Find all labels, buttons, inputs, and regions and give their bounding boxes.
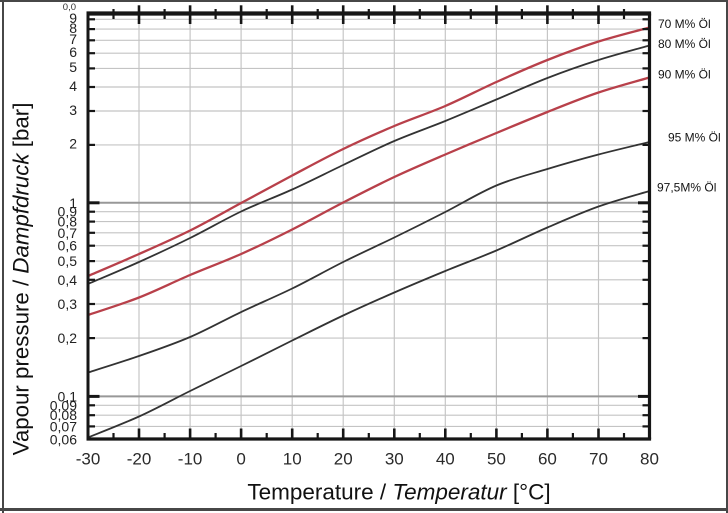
svg-text:0,06: 0,06	[50, 431, 77, 447]
svg-text:0,07: 0,07	[50, 418, 77, 434]
svg-text:10: 10	[283, 450, 302, 469]
svg-text:97,5M% Öl: 97,5M% Öl	[657, 181, 716, 195]
svg-text:4: 4	[69, 78, 77, 94]
svg-text:40: 40	[436, 450, 455, 469]
svg-text:0,09: 0,09	[50, 397, 77, 413]
svg-text:-20: -20	[127, 450, 152, 469]
svg-text:0,3: 0,3	[58, 296, 78, 312]
svg-text:0,7: 0,7	[58, 225, 78, 241]
svg-text:80 M% Öl: 80 M% Öl	[658, 37, 711, 51]
svg-text:60: 60	[538, 450, 557, 469]
svg-text:-10: -10	[178, 450, 203, 469]
svg-text:30: 30	[385, 450, 404, 469]
svg-text:1: 1	[69, 195, 77, 211]
svg-text:0,5: 0,5	[58, 253, 78, 269]
svg-text:-30: -30	[76, 450, 101, 469]
svg-text:0,08: 0,08	[50, 407, 77, 423]
svg-text:6: 6	[69, 44, 77, 60]
svg-text:80: 80	[640, 450, 659, 469]
svg-text:0,9: 0,9	[58, 204, 78, 220]
svg-text:Temperature / Temperatur [°C]: Temperature / Temperatur [°C]	[247, 480, 550, 505]
svg-text:3: 3	[69, 102, 77, 118]
svg-text:90 M% Öl: 90 M% Öl	[658, 68, 711, 82]
svg-text:0,2: 0,2	[58, 330, 78, 346]
svg-text:0,6: 0,6	[58, 238, 78, 254]
svg-text:70 M% Öl: 70 M% Öl	[658, 17, 711, 31]
svg-text:0,0: 0,0	[63, 2, 76, 13]
svg-text:9: 9	[69, 10, 77, 26]
svg-text:95 M% Öl: 95 M% Öl	[668, 131, 721, 145]
svg-text:Vapour pressure / Dampfdruck [: Vapour pressure / Dampfdruck [bar]	[9, 103, 34, 456]
svg-text:20: 20	[334, 450, 353, 469]
svg-text:0,4: 0,4	[58, 272, 78, 288]
svg-text:2: 2	[69, 136, 77, 152]
svg-text:0: 0	[236, 450, 245, 469]
svg-text:7: 7	[69, 31, 77, 47]
svg-text:8: 8	[69, 20, 77, 36]
svg-text:5: 5	[69, 59, 77, 75]
svg-text:70: 70	[589, 450, 608, 469]
svg-text:0,1: 0,1	[58, 388, 78, 404]
svg-text:50: 50	[487, 450, 506, 469]
svg-text:0,8: 0,8	[58, 214, 78, 230]
